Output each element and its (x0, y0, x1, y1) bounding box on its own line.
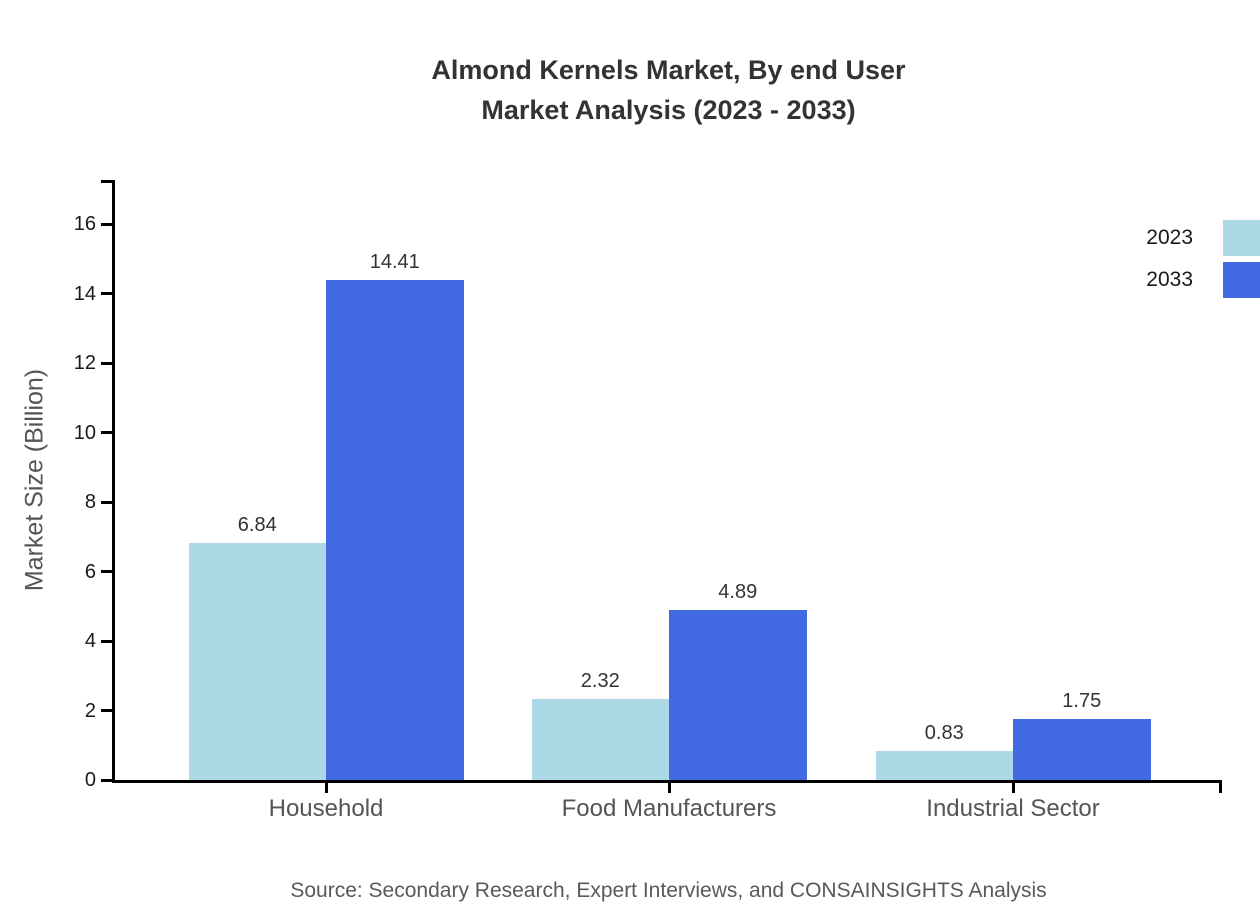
y-tick (101, 570, 112, 574)
x-axis-line (112, 780, 1222, 783)
value-label: 1.75 (1062, 690, 1102, 713)
bar-2033-industrial-sector (1013, 719, 1151, 780)
y-axis-line (112, 180, 115, 783)
bar-2023-industrial-sector (875, 751, 1013, 780)
y-tick (101, 709, 112, 713)
legend-item-2033: 2033 (1146, 262, 1260, 298)
y-tick (101, 500, 112, 504)
category-label: Household (268, 795, 384, 822)
source-attribution: Source: Secondary Research, Expert Inter… (290, 879, 1047, 902)
legend-item-2023: 2023 (1146, 220, 1260, 256)
x-axis-endcap-tick (1219, 783, 1222, 793)
y-tick-label: 2 (84, 699, 96, 722)
y-tick-label: 8 (84, 491, 96, 514)
bar-2033-food-manufacturers (669, 610, 807, 780)
y-tick-label: 16 (73, 213, 96, 236)
y-tick-label: 0 (84, 769, 96, 791)
legend-label: 2033 (1146, 268, 1193, 291)
y-tick (101, 778, 112, 782)
y-tick-label: 10 (73, 421, 96, 444)
legend-swatch-icon (1223, 220, 1260, 256)
y-tick (101, 361, 112, 365)
y-tick-label: 6 (84, 560, 96, 583)
bar-2033-household (326, 279, 464, 780)
y-tick (101, 431, 112, 435)
chart-title-line2: Market Analysis (2023 - 2033) (481, 95, 856, 125)
legend-label: 2023 (1146, 226, 1193, 249)
value-label: 14.41 (369, 250, 420, 273)
value-label: 6.84 (237, 513, 277, 536)
category-label: Industrial Sector (926, 795, 1100, 822)
bar-2023-food-manufacturers (531, 699, 669, 780)
y-tick-label: 14 (73, 282, 96, 305)
x-tick (1011, 783, 1015, 793)
x-tick (324, 783, 328, 793)
value-label: 0.83 (924, 722, 964, 745)
y-tick (101, 292, 112, 296)
y-axis-title: Market Size (Billion) (20, 368, 49, 592)
value-label: 4.89 (718, 581, 758, 604)
y-tick-label: 12 (73, 352, 96, 375)
chart-title-line1: Almond Kernels Market, By end User (431, 55, 906, 85)
chart-title: Almond Kernels Market, By end User Marke… (115, 50, 1222, 130)
legend-swatch-icon (1223, 262, 1260, 298)
x-tick (667, 783, 671, 793)
y-axis-endcap-tick (101, 180, 112, 183)
y-tick (101, 639, 112, 643)
y-tick (101, 222, 112, 226)
category-label: Food Manufacturers (561, 795, 777, 822)
y-tick-label: 4 (84, 630, 96, 653)
value-label: 2.32 (580, 670, 620, 693)
bar-2023-household (188, 542, 326, 780)
